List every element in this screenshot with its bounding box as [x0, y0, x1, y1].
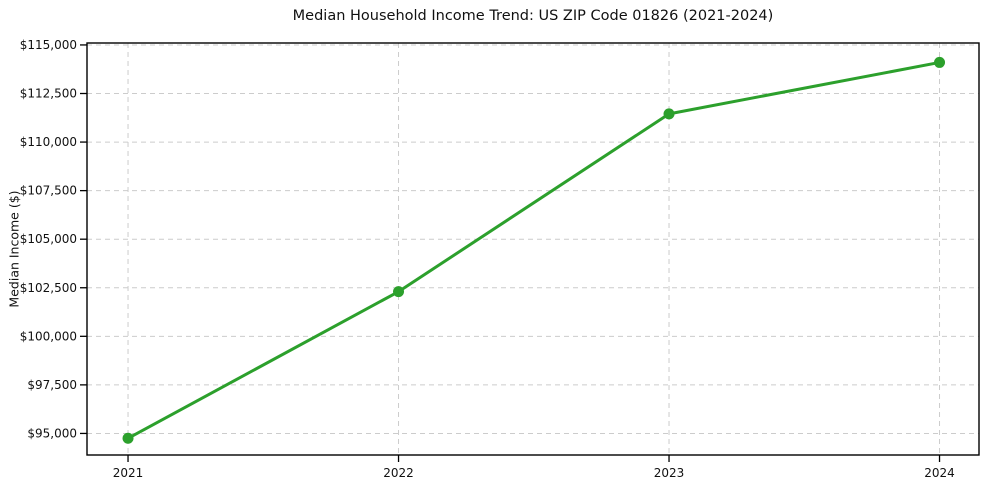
gridlines: [87, 43, 979, 455]
line-series: [122, 56, 946, 444]
x-tick-label: 2024: [924, 466, 955, 480]
y-tick-label: $97,500: [27, 378, 77, 392]
y-tick-label: $100,000: [20, 329, 77, 343]
y-tick-label: $110,000: [20, 135, 77, 149]
axis-ticks: [80, 44, 941, 462]
data-point-marker: [934, 56, 946, 68]
data-point-marker: [122, 432, 134, 444]
trend-line: [126, 60, 942, 440]
x-tick-label: 2022: [383, 466, 414, 480]
data-point-marker: [393, 286, 405, 298]
y-tick-label: $105,000: [20, 232, 77, 246]
y-tick-label: $95,000: [27, 426, 77, 440]
x-tick-label: 2023: [654, 466, 685, 480]
y-axis-label: Median Income ($): [6, 190, 22, 308]
data-point-marker: [663, 108, 675, 120]
plot-border: [86, 42, 980, 456]
x-tick-label: 2021: [113, 466, 144, 480]
y-tick-label: $115,000: [20, 38, 77, 52]
chart-title: Median Household Income Trend: US ZIP Co…: [292, 8, 774, 24]
y-tick-label: $112,500: [20, 87, 77, 101]
axis-tick-labels: $95,000 $97,500 $100,000 $102,500 $105,000 $1…: [20, 38, 955, 480]
y-tick-label: $102,500: [20, 281, 77, 295]
y-tick-label: $107,500: [20, 184, 77, 198]
